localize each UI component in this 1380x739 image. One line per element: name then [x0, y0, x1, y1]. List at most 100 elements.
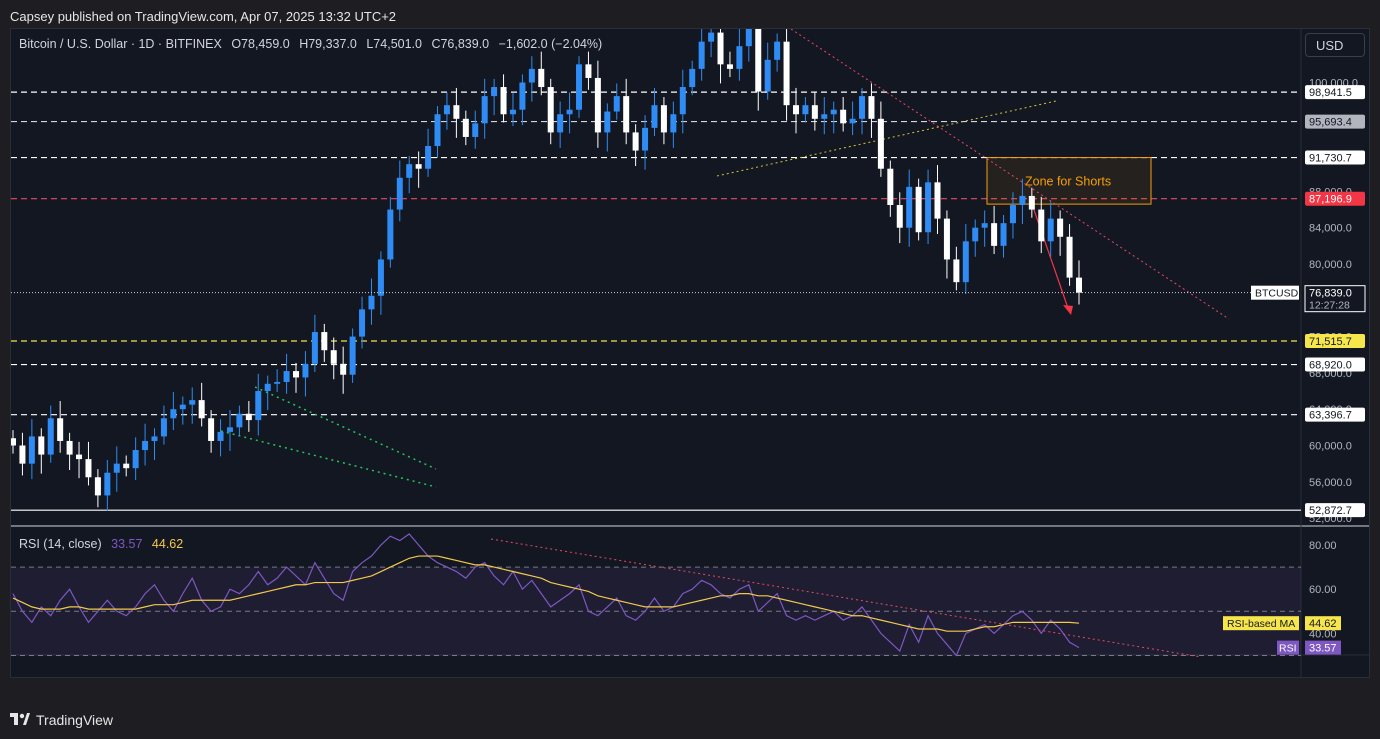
- candle-body: [726, 64, 733, 69]
- candle-body: [1066, 236, 1073, 278]
- candle-body: [859, 96, 866, 119]
- level-label-text: 52,872.7: [1309, 505, 1352, 517]
- candle-body: [377, 259, 384, 296]
- candle-body: [349, 336, 356, 375]
- candle-body: [151, 436, 158, 441]
- candle-body: [330, 350, 337, 364]
- candle-body: [670, 114, 677, 133]
- candle-body: [198, 400, 205, 419]
- close-value: C76,839.0: [431, 37, 490, 51]
- candle-body: [226, 427, 233, 432]
- candle-body: [491, 87, 498, 97]
- low-value: L74,501.0: [366, 37, 422, 51]
- candle-body: [443, 105, 450, 115]
- rsi-legend: RSI (14, close) 33.57 44.62: [19, 537, 183, 551]
- candle-body: [160, 418, 167, 437]
- candle-body: [104, 472, 111, 496]
- rsi-ma-badge-text: RSI-based MA: [1227, 618, 1295, 630]
- candle-body: [396, 177, 403, 210]
- candle-body: [264, 383, 271, 392]
- candle-body: [19, 445, 26, 464]
- candle-body: [981, 223, 988, 228]
- candle-body: [991, 223, 998, 246]
- candle-body: [1057, 218, 1064, 237]
- symbol-legend: Bitcoin / U.S. Dollar · 1D · BITFINEX O7…: [19, 37, 608, 51]
- chart-background: [11, 29, 1369, 677]
- candle-body: [557, 114, 564, 133]
- candle-body: [113, 463, 120, 473]
- last-price-badge: [1304, 285, 1366, 313]
- candle-body: [792, 105, 799, 115]
- candle-body: [802, 105, 809, 115]
- projection-arrow-head: [1063, 305, 1073, 315]
- candle-body: [915, 186, 922, 233]
- last-price-text: 76,839.0: [1309, 288, 1352, 300]
- tradingview-brand-text: TradingView: [36, 712, 114, 728]
- candle-body: [585, 64, 592, 78]
- level-label-badge: [1305, 357, 1365, 372]
- candle-body: [368, 295, 375, 310]
- candle-body: [764, 59, 771, 92]
- candle-body: [245, 413, 252, 421]
- countdown-text: 12:27:28: [1309, 300, 1350, 312]
- candle-body: [47, 418, 54, 455]
- price-tick-label: 80,000.0: [1309, 259, 1352, 271]
- candle-body: [132, 450, 139, 469]
- chart-area[interactable]: 100,000.088,000.084,000.080,000.072,000.…: [10, 15, 1370, 697]
- candle-body: [868, 96, 875, 119]
- candle-body: [689, 68, 696, 88]
- level-label-text: 71,515.7: [1309, 336, 1352, 348]
- candle-body: [217, 431, 224, 441]
- rsi-line: [12, 533, 1080, 657]
- candle-body: [717, 32, 724, 65]
- candle-body: [934, 182, 941, 219]
- candle-body: [283, 371, 290, 382]
- candle-body: [76, 454, 83, 460]
- candle-body: [840, 109, 847, 124]
- candle-body: [736, 46, 743, 69]
- candle-body: [170, 409, 177, 419]
- candle-body: [321, 332, 328, 351]
- rsi-tick-label: 40.00: [1309, 628, 1337, 640]
- tradingview-brand[interactable]: TradingView: [10, 712, 113, 728]
- candle-body: [123, 463, 130, 469]
- candle-body: [906, 186, 913, 228]
- candle-body: [189, 400, 196, 405]
- candle-body: [1028, 195, 1035, 210]
- price-tick-label: 84,000.0: [1309, 223, 1352, 235]
- candle-body: [755, 28, 762, 92]
- rsi-badge-text: RSI: [1279, 643, 1297, 655]
- candle-body: [783, 41, 790, 106]
- candle-body: [1009, 205, 1016, 224]
- price-chart[interactable]: 100,000.088,000.084,000.080,000.072,000.…: [10, 15, 1369, 697]
- currency-selector[interactable]: USD: [1305, 33, 1365, 57]
- candle-body: [896, 205, 903, 228]
- candle-body: [472, 123, 479, 137]
- candle-body: [877, 118, 884, 169]
- open-value: O78,459.0: [231, 37, 290, 51]
- candle-body: [28, 436, 35, 464]
- level-label-text: 95,693.4: [1309, 117, 1352, 129]
- candle-body: [774, 41, 781, 60]
- candle-body: [359, 309, 366, 337]
- level-label-badge: [1305, 85, 1365, 100]
- published-by-text: Capsey published on TradingView.com, Apr…: [10, 9, 397, 24]
- candle-body: [453, 105, 460, 119]
- candle-body: [566, 109, 573, 115]
- rsi-ma-value-badge-text: 44.62: [1309, 618, 1337, 630]
- candle-body: [302, 363, 309, 378]
- candle-body: [509, 109, 516, 115]
- candle-body: [925, 182, 932, 233]
- tradingview-logo-icon: [10, 713, 30, 725]
- candle-body: [57, 418, 64, 441]
- candle-body: [236, 413, 243, 428]
- candle-body: [887, 168, 894, 206]
- candle-body: [547, 87, 554, 133]
- level-label-text: 87,196.9: [1309, 194, 1352, 206]
- candle-body: [830, 109, 837, 115]
- candle-body: [311, 332, 318, 364]
- rsi-ma-line: [12, 555, 1080, 632]
- symbol-badge: [1251, 285, 1299, 300]
- candle-body: [274, 381, 281, 384]
- candle-body: [538, 68, 545, 88]
